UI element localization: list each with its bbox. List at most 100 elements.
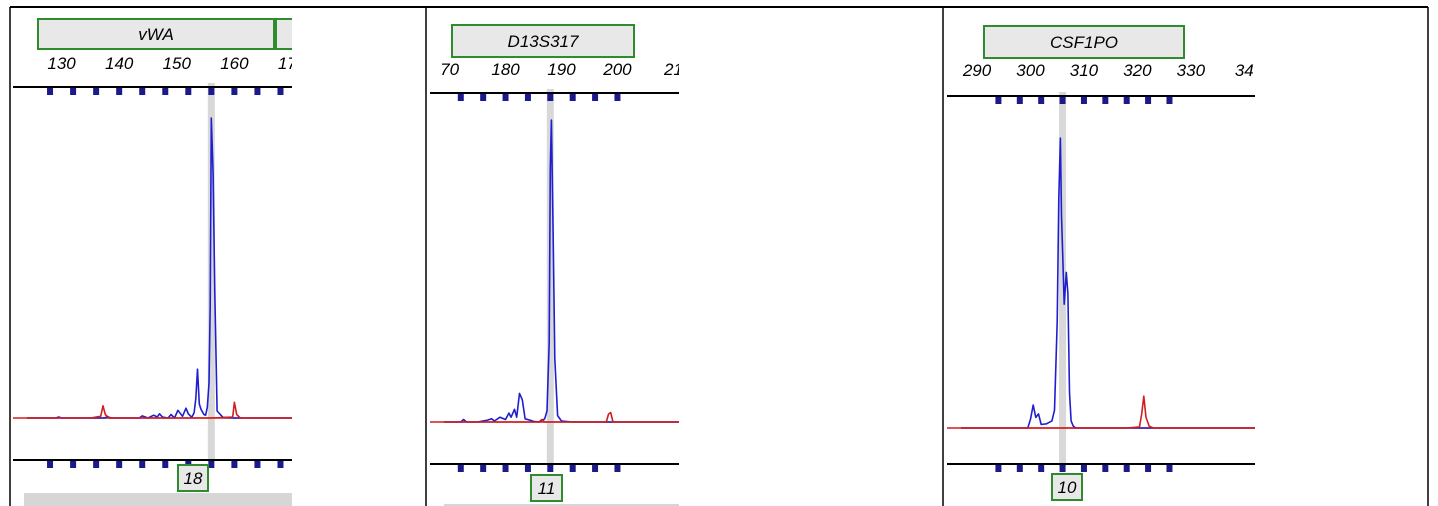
electropherogram-csf1po: CSF1PO 290 300 310 320 330 34 10 (947, 25, 1255, 501)
trace-blue (444, 119, 679, 423)
bin-marker-top (1123, 97, 1130, 104)
bin-marker-bottom (231, 461, 238, 468)
bin-marker-top (93, 88, 100, 95)
bin-marker-top (1145, 97, 1152, 104)
marker-label: CSF1PO (1050, 33, 1118, 52)
bin-marker-bottom (1016, 465, 1023, 472)
x-tick-label: 300 (1016, 61, 1045, 80)
bin-marker-top (277, 88, 284, 95)
bin-marker-bottom (70, 461, 77, 468)
bin-marker-top (569, 94, 576, 101)
bin-marker-bottom (480, 465, 487, 472)
bin-marker-bottom (592, 465, 599, 472)
electropherogram-d13s317: D13S317 70 180 190 200 21 11 (430, 24, 683, 506)
bin-marker-bottom (1123, 465, 1130, 472)
marker-box (451, 24, 635, 58)
bin-marker-top (185, 88, 192, 95)
allele-call-label: 10 (1058, 478, 1077, 497)
bin-marker-top (1166, 97, 1173, 104)
bin-marker-top (70, 88, 77, 95)
bin-marker-bottom (1166, 465, 1173, 472)
allele-call-box (1051, 473, 1083, 501)
marker-label: D13S317 (508, 32, 579, 51)
bin-marker-bottom (277, 461, 284, 468)
x-tick-label: 200 (602, 60, 632, 79)
marker-label: vWA (138, 25, 174, 44)
x-tick-label: 320 (1123, 61, 1152, 80)
x-tick-label: 21 (663, 60, 683, 79)
bin-marker-bottom (457, 465, 464, 472)
bin-marker-bottom (614, 465, 621, 472)
bin-marker-top (116, 88, 123, 95)
neighbor-marker-box (275, 18, 292, 50)
marker-box (983, 25, 1185, 59)
bin-marker-top (480, 94, 487, 101)
bin-marker-top (547, 94, 554, 101)
allele-highlight-band (207, 83, 215, 462)
x-tick-label: 34 (1235, 61, 1254, 80)
bin-marker-top (1059, 97, 1066, 104)
electropherogram-vwa: vWA 130 140 150 160 170 18 (13, 18, 307, 506)
bin-marker-bottom (1145, 465, 1152, 472)
bin-marker-top (208, 88, 215, 95)
bin-marker-top (524, 94, 531, 101)
panel-body: D13S317 70 180 190 200 21 11 (430, 24, 683, 506)
x-tick-label: 140 (105, 54, 134, 73)
bin-marker-bottom (1102, 465, 1109, 472)
bin-marker-bottom (1059, 465, 1066, 472)
bin-marker-bottom (254, 461, 261, 468)
bin-marker-top (1016, 97, 1023, 104)
bin-marker-top (231, 88, 238, 95)
bin-marker-top (592, 94, 599, 101)
x-tick-label: 150 (163, 54, 192, 73)
electropherogram-panels: vWA 130 140 150 160 170 18 D13S317 70 180 190 200 21… (13, 18, 1255, 506)
x-tick-label: 310 (1070, 61, 1099, 80)
trace-blue (961, 137, 1255, 429)
bin-marker-top (254, 88, 261, 95)
bin-marker-top (614, 94, 621, 101)
bin-marker-bottom (547, 465, 554, 472)
trace-red (961, 395, 1255, 429)
marker-box (37, 18, 275, 50)
allele-call-label: 18 (184, 469, 203, 488)
bin-marker-bottom (995, 465, 1002, 472)
bin-marker-bottom (116, 461, 123, 468)
bin-marker-top (1038, 97, 1045, 104)
bin-marker-bottom (139, 461, 146, 468)
bin-marker-bottom (47, 461, 54, 468)
trace-blue (27, 117, 292, 419)
trace-red (27, 401, 292, 419)
bin-marker-bottom (162, 461, 169, 468)
bin-marker-bottom (569, 465, 576, 472)
bin-marker-top (162, 88, 169, 95)
x-tick-label: 70 (440, 60, 459, 79)
bin-marker-bottom (502, 465, 509, 472)
bin-marker-top (47, 88, 54, 95)
bin-marker-top (1102, 97, 1109, 104)
trace-red (444, 411, 679, 423)
x-tick-label: 330 (1177, 61, 1206, 80)
allele-highlight-band (1059, 92, 1067, 466)
scrollbar-strip (24, 493, 292, 506)
x-tick-label: 160 (220, 54, 249, 73)
x-tick-label: 170 (278, 54, 307, 73)
bin-marker-bottom (208, 461, 215, 468)
x-tick-label: 130 (47, 54, 76, 73)
bin-marker-bottom (1080, 465, 1087, 472)
panel-body: vWA 130 140 150 160 170 18 (13, 18, 307, 506)
bin-marker-bottom (93, 461, 100, 468)
bin-marker-top (502, 94, 509, 101)
bin-marker-top (995, 97, 1002, 104)
scrollbar-strip (444, 504, 679, 506)
bin-marker-top (1080, 97, 1087, 104)
bin-marker-top (139, 88, 146, 95)
bin-marker-bottom (524, 465, 531, 472)
panel-body: CSF1PO 290 300 310 320 330 34 10 (947, 25, 1255, 501)
bin-marker-bottom (1038, 465, 1045, 472)
x-tick-label: 180 (491, 60, 520, 79)
allele-call-box (530, 474, 563, 502)
allele-call-box (177, 464, 209, 492)
x-tick-label: 190 (547, 60, 576, 79)
allele-call-label: 11 (538, 479, 556, 498)
